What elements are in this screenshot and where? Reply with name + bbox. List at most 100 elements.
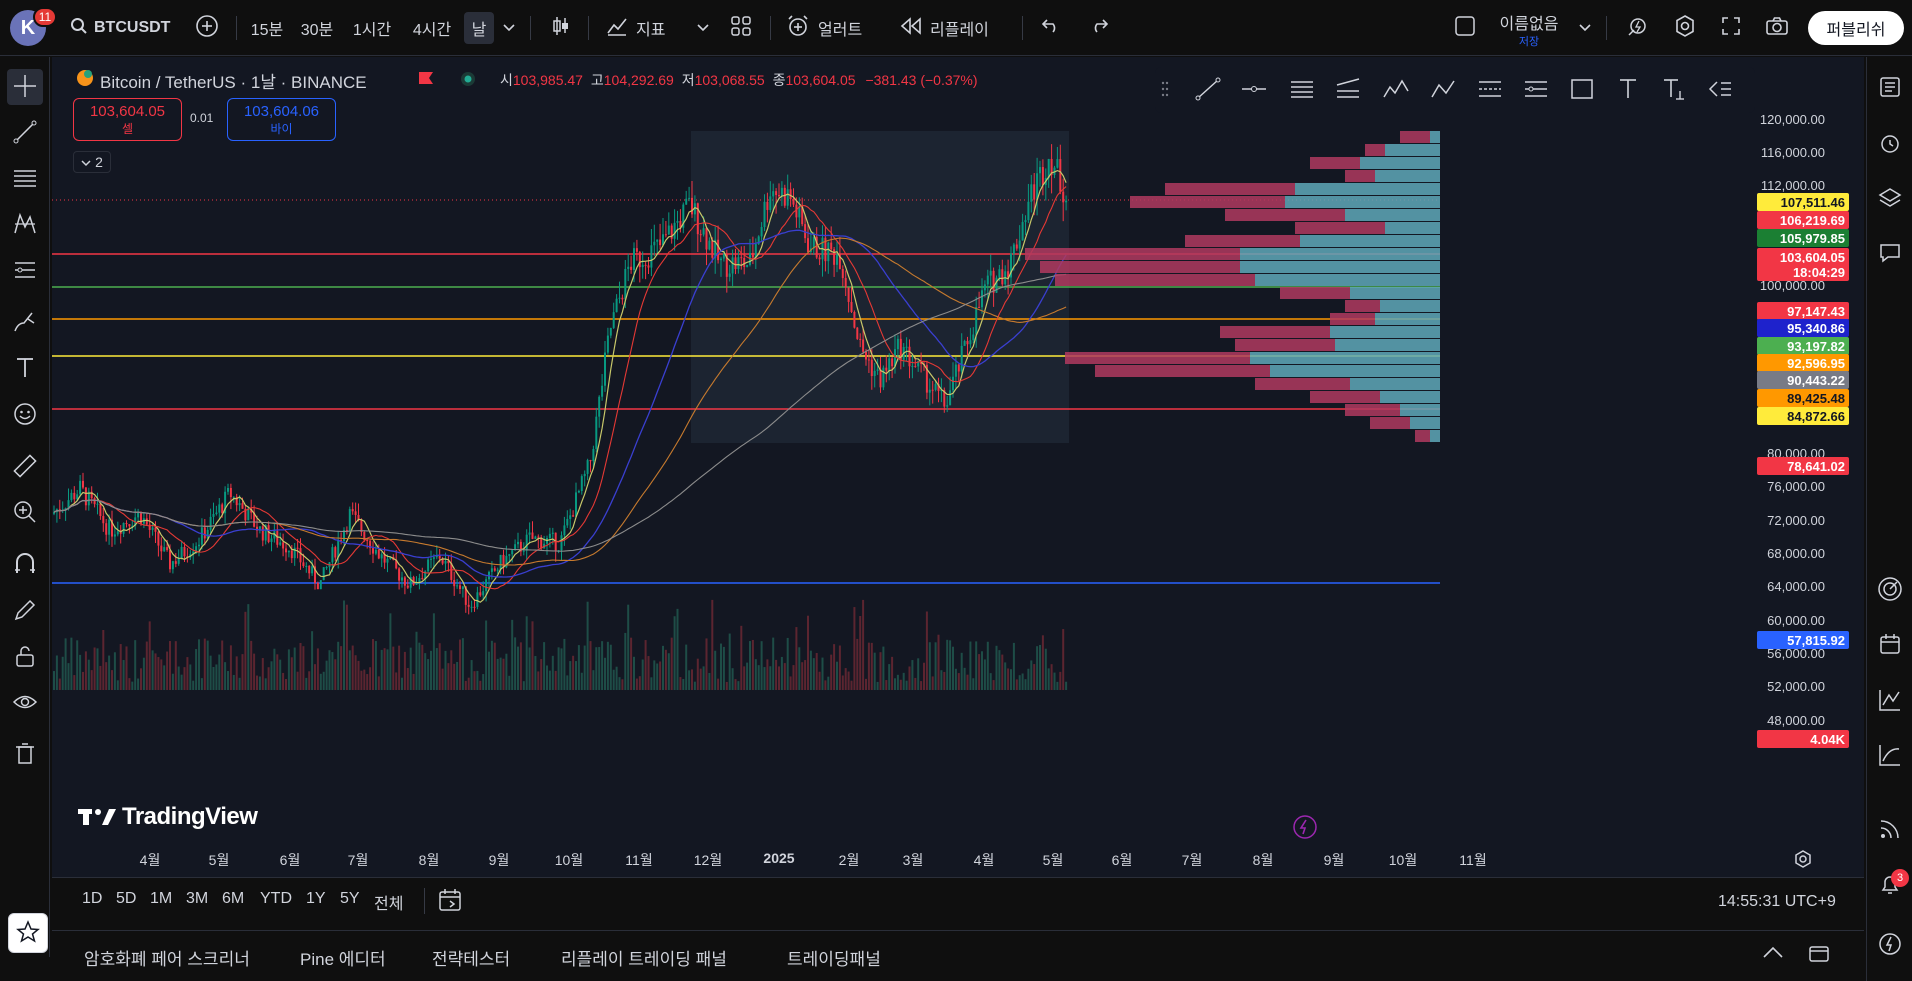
layout-checkbox[interactable] xyxy=(1450,12,1480,44)
tradingview-watermark[interactable]: TradingView xyxy=(78,803,258,831)
redo-button[interactable] xyxy=(1084,12,1114,44)
lock-drawings-tool[interactable] xyxy=(7,639,43,675)
price-tag[interactable]: 105,979.85 xyxy=(1757,229,1849,247)
timeframe-4h[interactable]: 4시간 xyxy=(412,22,452,39)
layout-dropdown[interactable] xyxy=(1574,12,1596,44)
favorites-button[interactable] xyxy=(8,913,48,953)
price-tag[interactable]: 97,147.43 xyxy=(1757,302,1849,320)
price-tag[interactable]: 95,340.86 xyxy=(1757,319,1849,337)
undo-button[interactable] xyxy=(1036,12,1066,44)
range-1y[interactable]: 1Y xyxy=(306,890,326,907)
chats-button[interactable] xyxy=(1872,236,1908,272)
range-6m[interactable]: 6M xyxy=(222,890,245,907)
magnet-tool[interactable] xyxy=(7,547,43,583)
tab-trading-panel[interactable]: 트레이딩패널 xyxy=(787,950,881,969)
range-1m[interactable]: 1M xyxy=(150,890,173,907)
publish-button[interactable]: 퍼블리쉬 xyxy=(1808,11,1904,45)
snapshot-button[interactable] xyxy=(1762,12,1792,44)
price-tag[interactable]: 93,197.82 xyxy=(1757,337,1849,355)
stay-drawing-tool[interactable] xyxy=(7,593,43,629)
timeframe-dropdown[interactable] xyxy=(498,12,520,44)
forecast-tool[interactable] xyxy=(7,253,43,289)
ideas-button[interactable] xyxy=(1872,572,1908,608)
trendline-tool[interactable] xyxy=(7,115,43,151)
draw-gann[interactable] xyxy=(1519,75,1553,105)
object-tree-button[interactable] xyxy=(1872,181,1908,217)
price-tag[interactable]: 89,425.48 xyxy=(1757,389,1849,407)
fib-tool[interactable] xyxy=(7,161,43,197)
measure-tool[interactable] xyxy=(7,449,43,485)
emoji-tool[interactable] xyxy=(7,397,43,433)
timeframe-30m[interactable]: 30분 xyxy=(300,22,334,39)
chart-type-button[interactable] xyxy=(546,12,576,44)
draw-text[interactable] xyxy=(1611,75,1645,105)
draw-elliott-wave[interactable] xyxy=(1379,75,1413,105)
market-status-icon[interactable] xyxy=(460,71,476,90)
timeframe-15m[interactable]: 15분 xyxy=(250,22,284,39)
axis-settings-button[interactable] xyxy=(1793,849,1813,872)
draw-fib-levels[interactable] xyxy=(1473,75,1507,105)
watchlist-button[interactable] xyxy=(1872,70,1908,106)
range-1d[interactable]: 1D xyxy=(82,890,103,907)
price-tag[interactable]: 92,596.95 xyxy=(1757,354,1849,372)
range-5d[interactable]: 5D xyxy=(116,890,137,907)
price-tag[interactable]: 106,219.69 xyxy=(1757,211,1849,229)
price-tag[interactable]: 84,872.66 xyxy=(1757,407,1849,425)
draw-horizontal-ray[interactable] xyxy=(1237,75,1271,105)
replay-button[interactable]: 리플레이 xyxy=(900,12,1012,44)
symbol-title[interactable]: Bitcoin / TetherUS · 1날 · BINANCE xyxy=(100,73,367,92)
expand-panel-button[interactable] xyxy=(1762,945,1784,962)
price-tag[interactable]: 57,815.92 xyxy=(1757,631,1849,649)
price-tag[interactable]: 4.04K xyxy=(1757,730,1849,748)
range-all[interactable]: 전체 xyxy=(374,896,404,913)
maximize-panel-button[interactable] xyxy=(1808,943,1830,966)
tab-crypto-screener[interactable]: 암호화폐 페어 스크리너 xyxy=(84,950,250,969)
layouts-button[interactable] xyxy=(726,12,756,44)
crosshair-tool[interactable] xyxy=(7,69,43,105)
tab-replay-trading[interactable]: 리플레이 트레이딩 패널 xyxy=(561,950,727,969)
tab-strategy-tester[interactable]: 전략테스터 xyxy=(432,950,511,969)
sell-button[interactable]: 103,604.05 셀 xyxy=(73,98,182,141)
price-tag[interactable]: 107,511.46 xyxy=(1757,193,1849,211)
symbol-search-button[interactable]: BTCUSDT xyxy=(70,12,180,44)
pine-indicator-button[interactable] xyxy=(1872,738,1908,774)
indicators-collapse-button[interactable]: 2 xyxy=(73,151,111,173)
draw-abc-pattern[interactable] xyxy=(1427,75,1461,105)
draw-rectangle[interactable] xyxy=(1565,75,1599,105)
dividends-marker[interactable] xyxy=(1293,815,1317,842)
timeframe-1h[interactable]: 1시간 xyxy=(352,22,392,39)
pattern-tool[interactable] xyxy=(7,207,43,243)
timezone-clock[interactable]: 14:55:31 UTC+9 xyxy=(1718,893,1836,910)
calendar-button[interactable] xyxy=(1872,627,1908,663)
draw-price-label[interactable] xyxy=(1657,75,1691,105)
flag-icon[interactable] xyxy=(418,71,434,85)
trading-network-button[interactable] xyxy=(1872,683,1908,719)
fullscreen-button[interactable] xyxy=(1716,12,1746,44)
text-tool[interactable] xyxy=(7,351,43,387)
range-3m[interactable]: 3M xyxy=(186,890,209,907)
price-tag[interactable]: 103,604.05 xyxy=(1757,248,1849,266)
indicators-button[interactable]: 지표 xyxy=(606,12,680,44)
collapse-drawbar[interactable] xyxy=(1703,75,1737,105)
compare-symbol-button[interactable] xyxy=(192,12,222,44)
price-tag[interactable]: 18:04:29 xyxy=(1757,263,1849,281)
draw-trendline[interactable] xyxy=(1191,75,1225,105)
tab-pine-editor[interactable]: Pine 에디터 xyxy=(300,950,386,969)
goto-date-button[interactable] xyxy=(438,888,464,915)
price-chart[interactable] xyxy=(52,57,1864,877)
layout-name-button[interactable]: 이름없음 저장 xyxy=(1494,10,1564,49)
draw-fib-channel[interactable] xyxy=(1331,75,1365,105)
settings-button[interactable] xyxy=(1670,12,1700,44)
range-5y[interactable]: 5Y xyxy=(340,890,360,907)
hide-drawings-tool[interactable] xyxy=(7,685,43,721)
brush-tool[interactable] xyxy=(7,305,43,341)
quick-search-button[interactable] xyxy=(1622,12,1652,44)
draw-parallel-channel[interactable] xyxy=(1285,75,1319,105)
timeframe-1d[interactable]: 날 xyxy=(464,12,494,44)
zoom-tool[interactable] xyxy=(7,495,43,531)
buy-button[interactable]: 103,604.06 바이 xyxy=(227,98,336,141)
drag-handle[interactable] xyxy=(1157,75,1173,105)
help-button[interactable] xyxy=(1872,927,1908,963)
streams-button[interactable] xyxy=(1872,812,1908,848)
alerts-panel-button[interactable] xyxy=(1872,126,1908,162)
